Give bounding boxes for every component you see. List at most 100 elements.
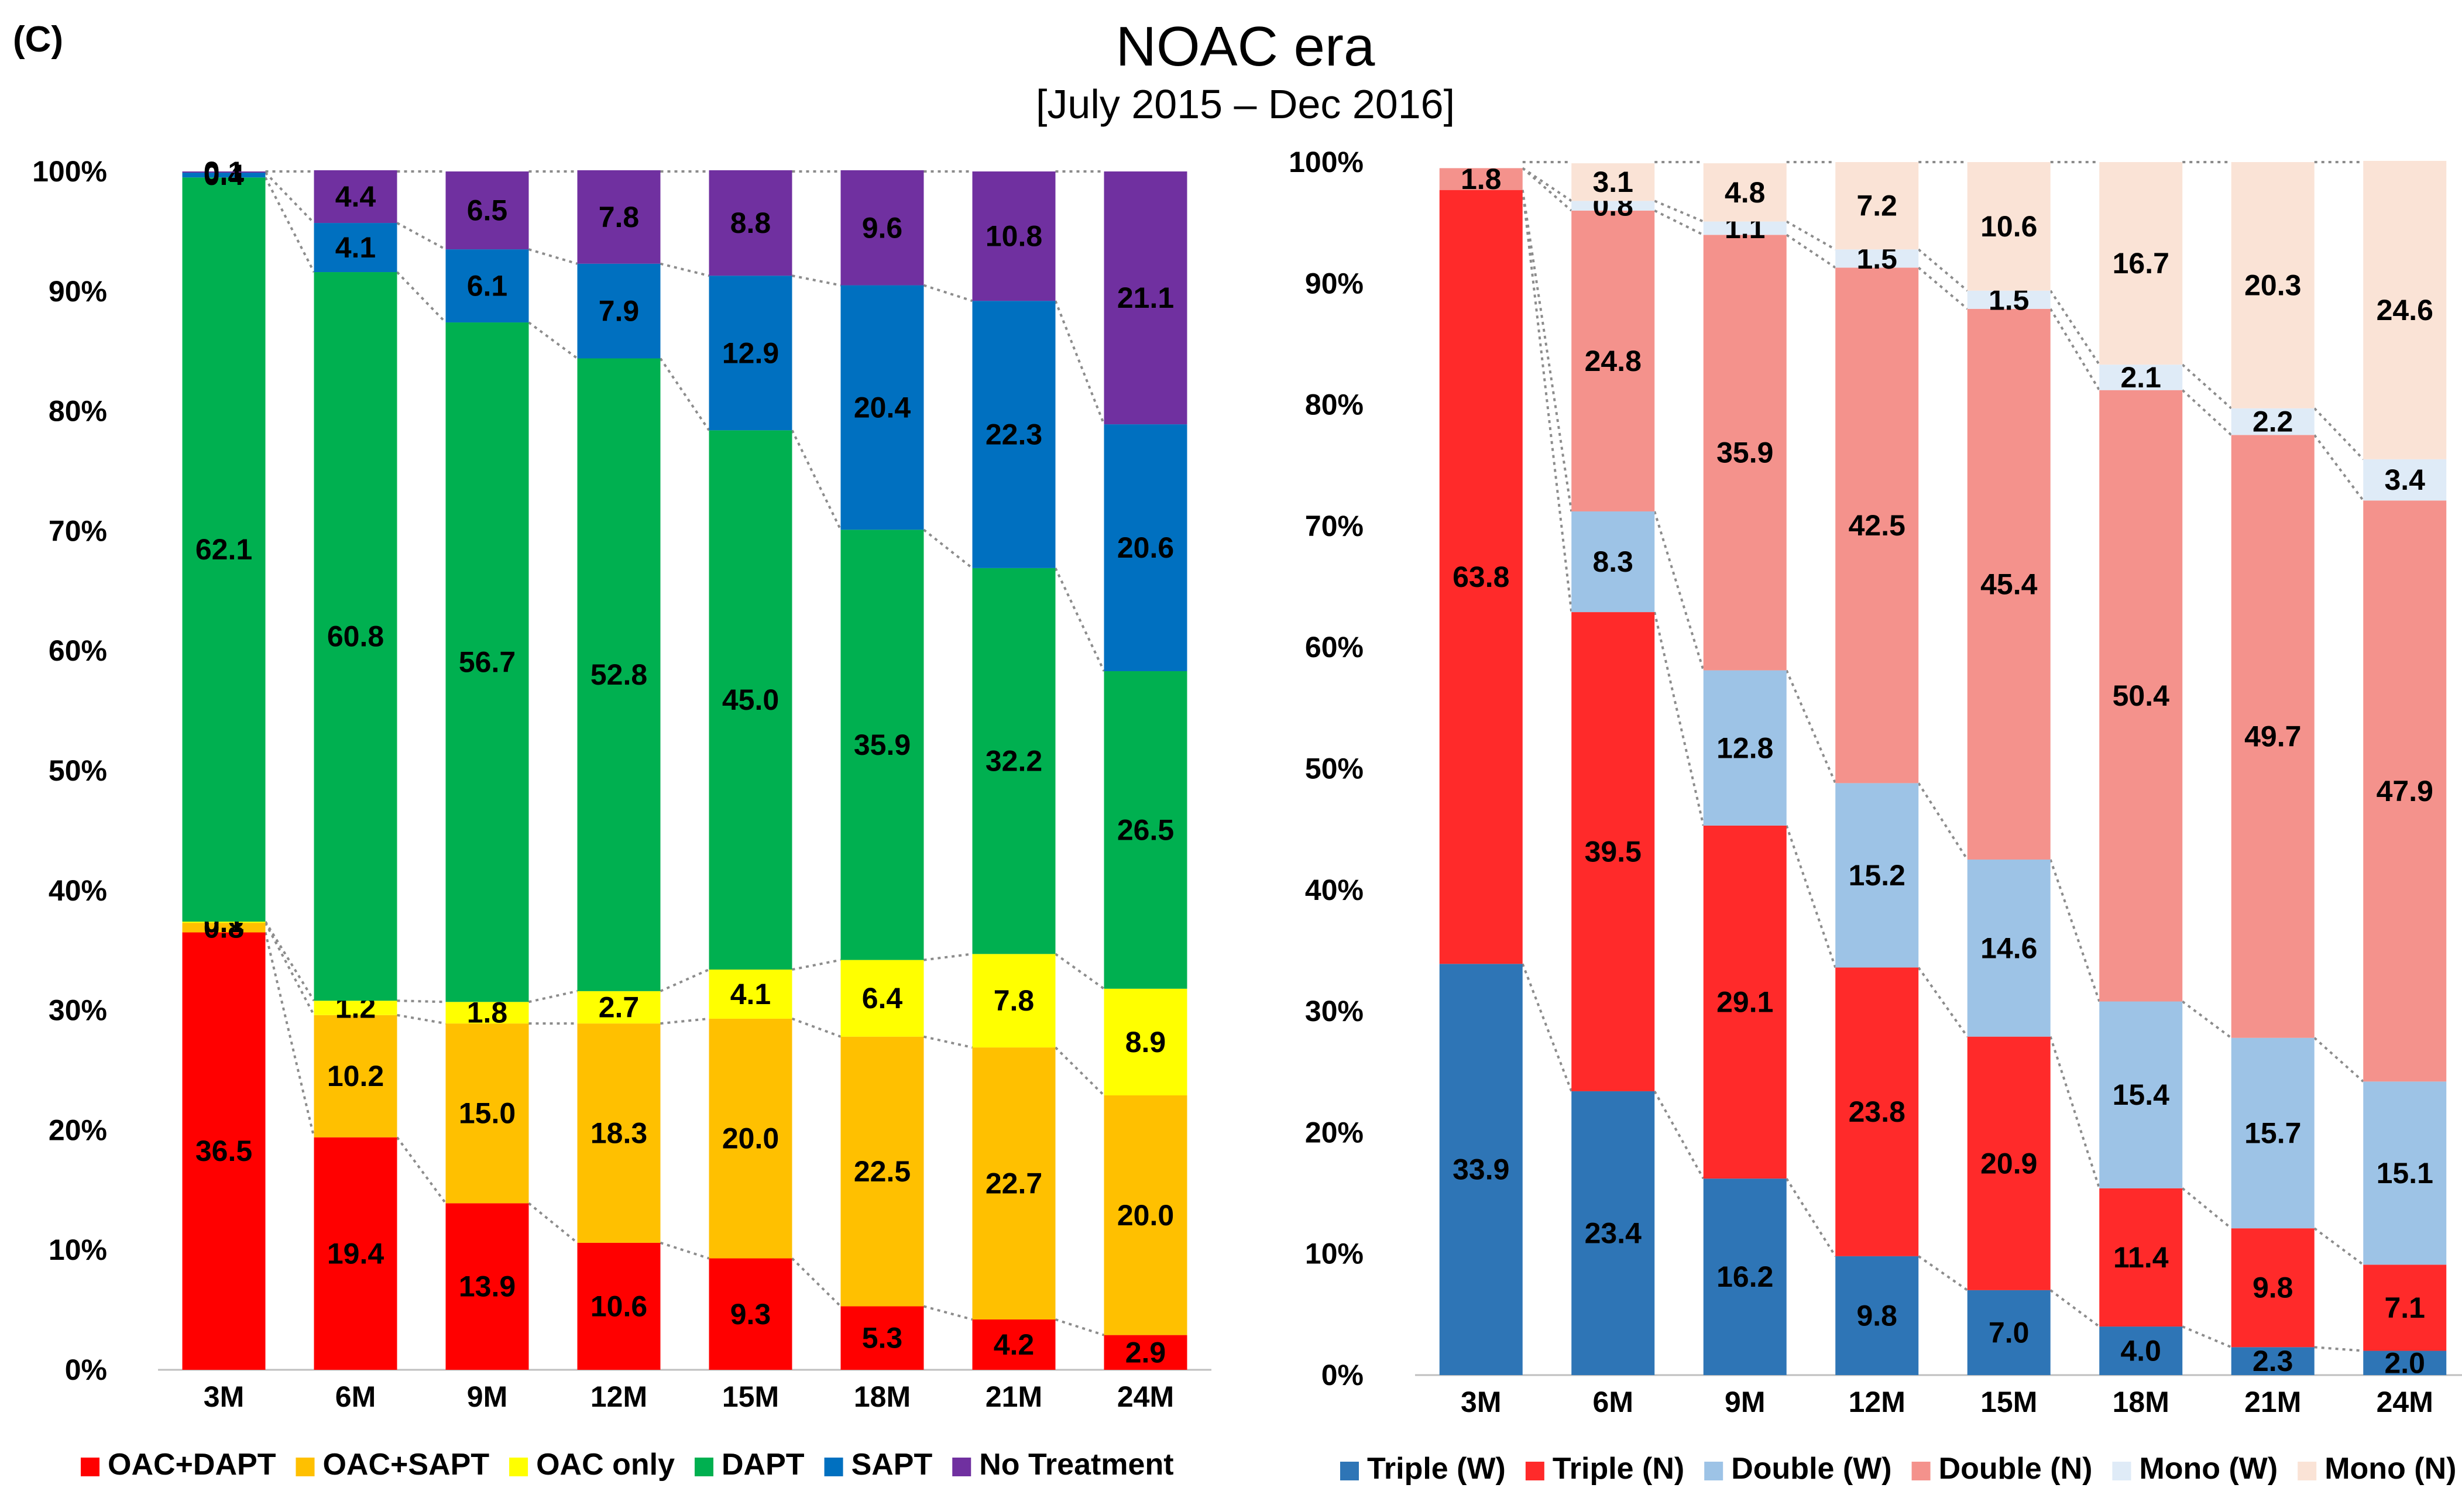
bar-segment: [314, 170, 397, 224]
data-label: 22.3: [986, 418, 1042, 451]
data-label: 6.5: [467, 194, 508, 227]
bar-segment: [577, 263, 661, 359]
data-label: 23.4: [1585, 1217, 1642, 1249]
bar-segment: [314, 1137, 397, 1370]
y-tick-label: 10%: [49, 1233, 107, 1266]
data-label: 22.7: [986, 1167, 1042, 1200]
data-label: 47.9: [2377, 775, 2433, 807]
bar-segment: [1835, 162, 1919, 250]
data-label: 62.1: [195, 533, 252, 566]
bar-segment: [1439, 168, 1523, 190]
connector-line: [1055, 1318, 1105, 1336]
bar-segment: [2099, 162, 2183, 365]
data-label: 8.8: [730, 207, 771, 239]
bar-segment: [1703, 163, 1787, 222]
legend-entry: Mono (W): [2139, 1452, 2278, 1486]
legend-entry: OAC only: [536, 1448, 675, 1482]
bar-segment: [182, 171, 266, 173]
data-label: 4.8: [1725, 176, 1766, 209]
y-tick-label: 40%: [1305, 874, 1364, 906]
bar-segment: [2099, 1001, 2183, 1188]
x-tick-label: 3M: [204, 1380, 244, 1413]
bar-segment: [182, 923, 266, 933]
data-label: 3.1: [1592, 166, 1633, 198]
data-label: 15.0: [459, 1097, 516, 1130]
x-tick-label: 12M: [590, 1380, 647, 1413]
connector-line: [396, 1136, 447, 1204]
x-tick-label: 9M: [467, 1380, 507, 1413]
bar-segment: [314, 1015, 397, 1138]
connector-line: [2313, 1227, 2364, 1266]
legend-swatch: [296, 1458, 315, 1476]
bar-segment: [1571, 612, 1655, 1091]
bar-segment: [1967, 290, 2051, 309]
y-tick-label: 0%: [1321, 1359, 1364, 1391]
legend-entry: Double (W): [1731, 1452, 1891, 1486]
x-tick-label: 12M: [1849, 1386, 1905, 1418]
y-tick-label: 10%: [1305, 1238, 1364, 1270]
connector-line: [1654, 200, 1704, 223]
bar-segment: [1104, 988, 1187, 1096]
connector-line: [1917, 782, 1969, 861]
bar-segment: [182, 922, 266, 923]
data-label: 35.9: [1716, 436, 1773, 469]
connector-line: [1917, 248, 1969, 292]
data-label: 13.9: [459, 1270, 516, 1303]
data-label: 4.1: [335, 231, 376, 264]
x-tick-label: 6M: [1593, 1386, 1633, 1418]
bar-segment: [1967, 1290, 2051, 1375]
y-tick-label: 20%: [49, 1114, 107, 1146]
connector-line: [660, 1017, 709, 1025]
legend-swatch: [824, 1458, 843, 1476]
connector-line: [660, 1242, 710, 1260]
data-label: 15.7: [2244, 1116, 2301, 1149]
data-label: 45.0: [722, 683, 779, 716]
data-label: 7.0: [1989, 1316, 2030, 1349]
bar-segment: [1703, 235, 1787, 671]
data-label: 0.1: [204, 156, 245, 188]
connector-line: [1785, 220, 1836, 250]
data-label: 15.1: [2377, 1157, 2433, 1190]
data-label: 2.7: [599, 991, 640, 1023]
bar-segment: [972, 954, 1056, 1048]
bar-segment: [577, 1023, 661, 1243]
data-label: 15.2: [1849, 859, 1905, 892]
connector-line: [1785, 825, 1837, 968]
bar-segment: [972, 301, 1056, 568]
bar-segment: [1439, 964, 1523, 1375]
bar-segment: [314, 223, 397, 273]
chart-right-intensity: 0% 10% 20% 30% 40% 50% 60% 70% 80% 90% 100% 33.9 63.…: [1289, 146, 2462, 1486]
bar-segment: [182, 932, 266, 1370]
connector-line: [1055, 1046, 1105, 1097]
legend-swatch: [2112, 1462, 2131, 1480]
y-tick-label: 50%: [1305, 752, 1364, 785]
y-tick-label: 20%: [1305, 1116, 1364, 1149]
bar-segment: [1104, 1095, 1187, 1335]
connector-line: [923, 284, 973, 303]
data-label: 33.9: [1453, 1153, 1509, 1186]
data-label: 14.6: [1980, 932, 2037, 964]
legend-entry: SAPT: [851, 1448, 933, 1482]
y-tick-label: 30%: [49, 994, 107, 1027]
connector-line: [2182, 1325, 2232, 1349]
bar-segment: [577, 1242, 661, 1370]
data-label: 36.5: [195, 1135, 252, 1167]
data-label: 63.8: [1453, 561, 1509, 593]
connector-line: [1785, 669, 1837, 784]
connector-line: [2049, 308, 2100, 391]
y-tick-label: 70%: [1305, 510, 1364, 542]
x-tick-label: 3M: [1461, 1386, 1501, 1418]
x-tick-label: 24M: [1117, 1380, 1174, 1413]
bar-segment: [1967, 162, 2051, 291]
data-label: 12.9: [722, 336, 779, 369]
connector-line: [397, 1013, 446, 1025]
connector-line: [923, 1305, 973, 1321]
connector-line: [264, 932, 315, 1138]
legend-entry: Triple (W): [1367, 1452, 1506, 1486]
connector-line: [264, 177, 315, 273]
data-label: 6.4: [862, 982, 903, 1015]
connector-line: [923, 953, 973, 961]
data-label: 10.8: [986, 220, 1042, 253]
data-label: 24.8: [1585, 345, 1642, 377]
bar-segment: [1439, 190, 1523, 964]
